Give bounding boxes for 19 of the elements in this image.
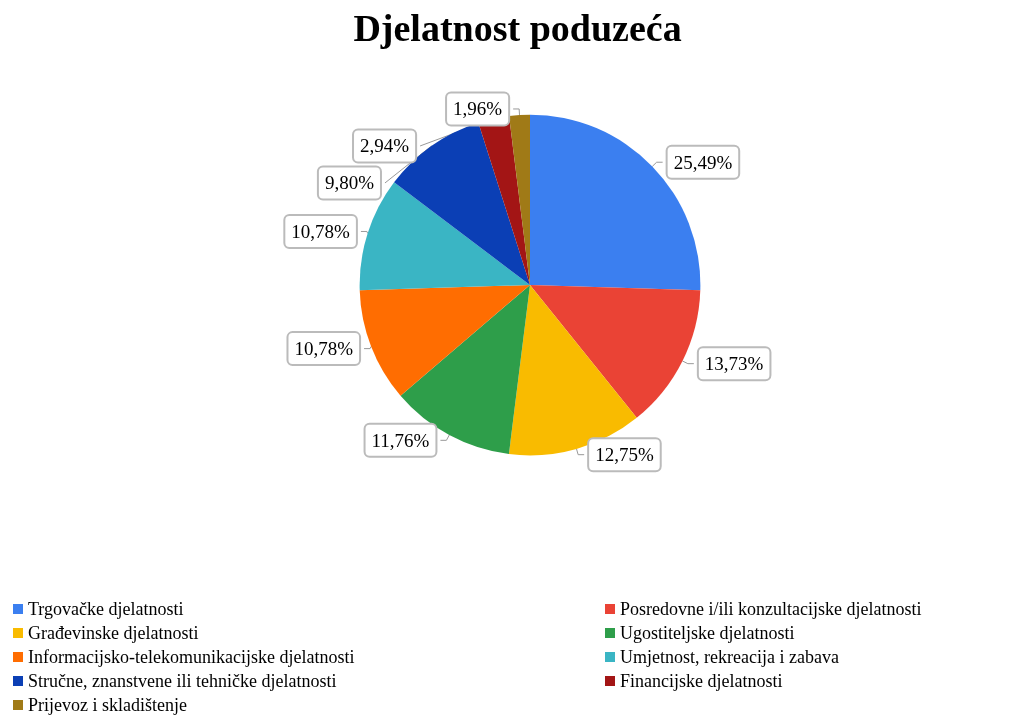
- legend-label: Financijske djelatnosti: [620, 671, 783, 691]
- data-label: 12,75%: [595, 444, 654, 466]
- data-label: 10,78%: [291, 220, 351, 242]
- data-label: 10,78%: [294, 338, 354, 360]
- legend-label: Umjetnost, rekreacija i zabava: [620, 647, 839, 667]
- legend-label: Informacijsko-telekomunikacijske djelatnosti: [28, 647, 355, 667]
- data-label: 25,49%: [673, 151, 733, 173]
- legend-label: Ugostiteljske djelatnosti: [620, 623, 795, 643]
- data-label: 13,73%: [704, 353, 764, 375]
- legend-label: Posredovne i/ili konzultacijske djelatnosti: [620, 599, 922, 619]
- data-label: 2,94%: [360, 135, 410, 157]
- legend-label: Prijevoz i skladištenje: [28, 695, 187, 715]
- data-label: 1,96%: [453, 98, 503, 120]
- legend-label: Stručne, znanstvene ili tehničke djelatnosti: [28, 671, 337, 691]
- legend-label: Trgovačke djelatnosti: [28, 599, 184, 619]
- data-label: 11,76%: [371, 429, 430, 451]
- data-label: 9,80%: [324, 172, 375, 194]
- chart-title: Djelatnost poduzeća: [353, 7, 682, 49]
- legend-label: Građevinske djelatnosti: [28, 623, 199, 643]
